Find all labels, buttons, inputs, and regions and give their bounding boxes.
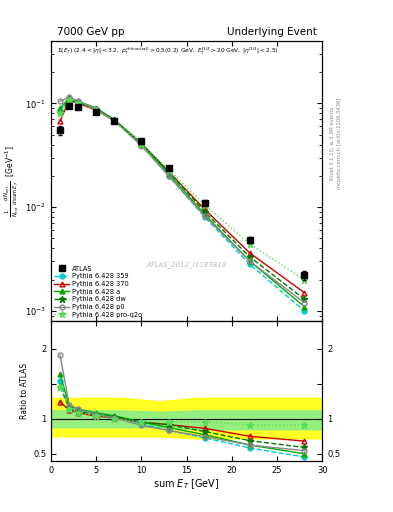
Text: 7000 GeV pp: 7000 GeV pp (57, 27, 124, 37)
Text: Rivet 3.1.10, ≥ 3.3M events: Rivet 3.1.10, ≥ 3.3M events (330, 106, 334, 180)
Y-axis label: $\frac{1}{N_\mathrm{evt}}\,\frac{d\,N_\mathrm{evt}}{d\,\mathrm{sum}\,E_T}$  [GeV: $\frac{1}{N_\mathrm{evt}}\,\frac{d\,N_\m… (3, 145, 21, 217)
Legend: ATLAS, Pythia 6.428 359, Pythia 6.428 370, Pythia 6.428 a, Pythia 6.428 dw, Pyth: ATLAS, Pythia 6.428 359, Pythia 6.428 37… (53, 264, 143, 319)
Text: $\Sigma(E_T)\ (2.4 < |\eta| < 3.2,\ p_T^{ch(neutral)} > 0.5(0.2)\ \mathrm{GeV},\: $\Sigma(E_T)\ (2.4 < |\eta| < 3.2,\ p_T^… (57, 45, 278, 56)
X-axis label: sum $E_T$ [GeV]: sum $E_T$ [GeV] (153, 477, 220, 491)
Y-axis label: Ratio to ATLAS: Ratio to ATLAS (20, 363, 29, 419)
Text: ATLAS_2012_I1183818: ATLAS_2012_I1183818 (147, 262, 227, 268)
Text: mcplots.cern.ch [arXiv:1306.3436]: mcplots.cern.ch [arXiv:1306.3436] (338, 98, 342, 189)
Text: Underlying Event: Underlying Event (227, 27, 317, 37)
